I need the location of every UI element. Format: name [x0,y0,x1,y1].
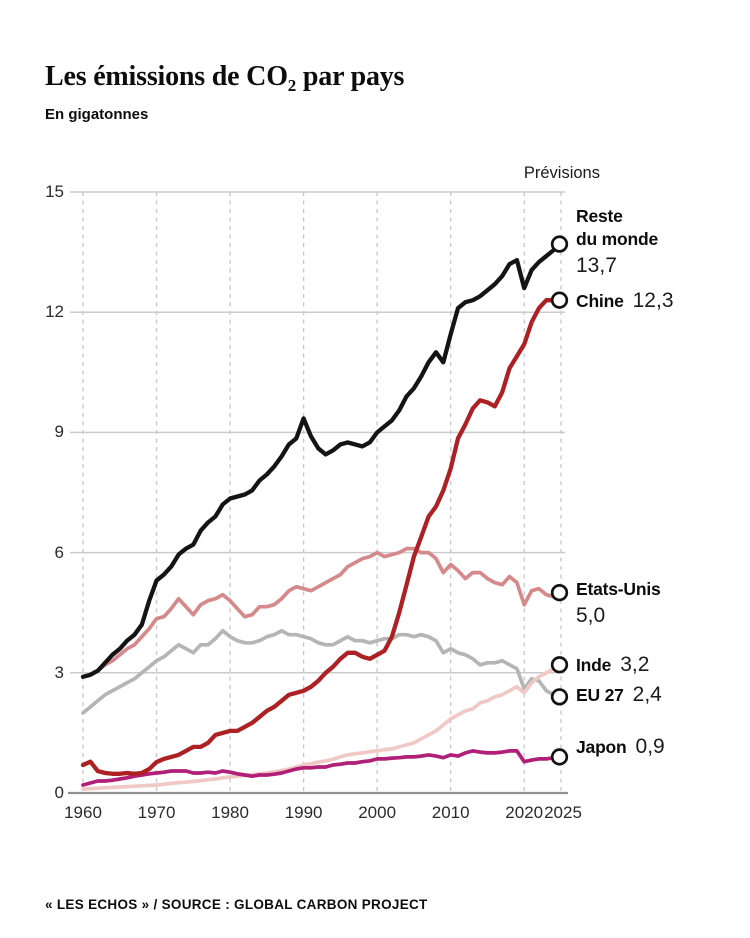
series-line-eu27 [81,628,563,715]
series-name-line: Reste [576,206,623,226]
y-tick-label-3: 3 [54,662,64,682]
series-label-chine: Chine 12,3 [576,289,674,313]
y-tick-label-12: 12 [45,302,64,322]
y-tick-label-9: 9 [54,422,64,442]
series-line-inde [81,662,563,791]
series-value: 13,7 [576,254,617,277]
series-line-etats_unis [81,546,563,679]
series-name: Chine [576,291,624,311]
series-name: Etats-Unis [576,579,661,599]
series-value: 0,9 [635,735,665,758]
series-name: Inde [576,655,612,675]
x-tick-label-1980: 1980 [211,803,249,822]
title-suffix: par pays [296,60,405,92]
title-prefix: Les émissions de CO [45,60,288,92]
x-tick-label-2025: 2025 [544,803,582,822]
endpoint-marker-eu27 [550,688,569,706]
forecast-label: Prévisions [523,164,600,182]
series-value: 12,3 [632,289,674,312]
series-value: 3,2 [620,653,650,676]
series-name: Japon [576,737,627,757]
series-line-japon [81,749,563,787]
series-label-reste-du-monde: Reste du monde 13,7 [576,205,658,278]
endpoint-marker-inde [550,656,569,674]
series-label-etats-unis: Etats-Unis 5,0 [576,578,661,628]
title-subscript: 2 [287,75,297,95]
series-label-eu27: EU 27 2,4 [576,683,662,707]
x-tick-label-2010: 2010 [431,803,470,822]
endpoint-marker-etats_unis [550,584,569,602]
endpoint-marker-reste [550,235,569,253]
x-tick-label-2000: 2000 [358,803,397,822]
page-title: Les émissions de CO2 par pays [45,60,405,95]
series-line-chine [80,298,564,776]
x-tick-label-2020: 2020 [505,803,544,822]
y-tick-label-6: 6 [54,542,64,562]
series-label-japon: Japon 0,9 [576,735,665,759]
source-credit: « LES ECHOS » / SOURCE : GLOBAL CARBON P… [45,897,428,912]
x-tick-label-1960: 1960 [64,803,102,822]
series-name-line: du monde [576,229,659,249]
series-name: EU 27 [576,685,624,705]
series-value: 2,4 [632,683,662,706]
chart-unit-subtitle: En gigatonnes [45,106,149,123]
endpoint-marker-chine [550,291,569,309]
endpoint-marker-japon [550,748,569,766]
series-value: 5,0 [576,604,606,627]
y-tick-label-15: 15 [45,182,64,201]
series-line-reste [80,241,564,679]
y-tick-label-0: 0 [54,783,64,802]
x-tick-label-1990: 1990 [284,803,323,822]
series-label-inde: Inde 3,2 [576,653,649,677]
x-tick-label-1970: 1970 [137,803,176,822]
